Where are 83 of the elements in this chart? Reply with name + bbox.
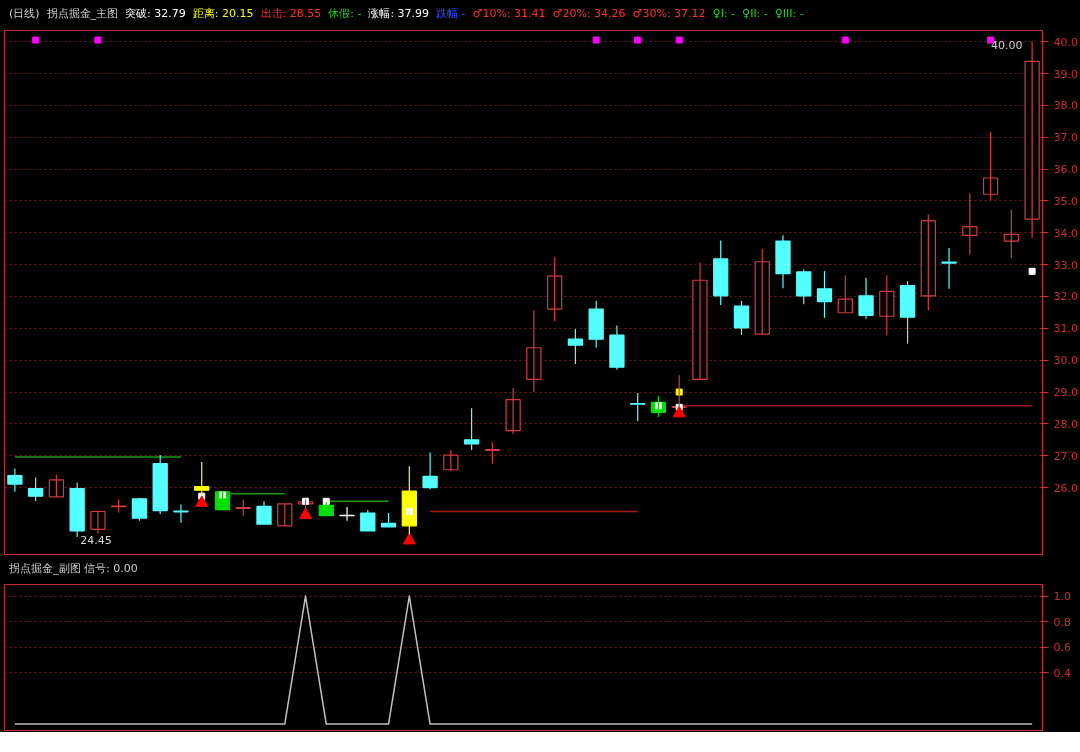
annotation: 24.45 [80, 533, 112, 547]
point [634, 36, 642, 44]
candlestick [526, 309, 542, 393]
text: 拐点掘金_主图 [46, 7, 119, 20]
chart-title: (日线) [9, 7, 40, 20]
point [299, 507, 313, 519]
y-tick-label: 28.0 [1053, 417, 1078, 431]
candlestick [837, 274, 853, 314]
text: ♂20%: 34.26 [552, 7, 626, 20]
candlestick [484, 441, 501, 465]
text: ♂30%: 37.12 [632, 7, 706, 20]
candlestick [27, 476, 44, 502]
y-tick-label: 34.0 [1053, 226, 1078, 240]
text: 休假: - [328, 7, 362, 20]
candlestick [920, 214, 936, 311]
point [675, 36, 683, 44]
candlestick [90, 509, 106, 535]
point [592, 36, 600, 44]
candlestick [816, 270, 833, 319]
candlestick [7, 468, 23, 493]
text: 跌幅 - [436, 7, 466, 20]
candlestick [899, 280, 916, 345]
candlestick [962, 192, 978, 256]
y-tick-label: 32.0 [1053, 290, 1078, 304]
point [94, 36, 102, 44]
y-tick-label: 0.4 [1053, 666, 1071, 680]
candlestick [277, 503, 293, 527]
candlestick [443, 449, 459, 472]
point [32, 36, 40, 44]
candlestick [713, 239, 729, 306]
candlestick [505, 387, 521, 435]
candlestick [879, 274, 895, 336]
point [402, 533, 416, 545]
y-tick-label: 38.0 [1053, 99, 1078, 113]
point [672, 405, 686, 418]
point [1028, 267, 1036, 275]
candlestick [1003, 208, 1020, 259]
candlestick [131, 497, 148, 522]
candlestick [692, 261, 708, 380]
text: ♀II: - [742, 7, 768, 20]
y-tick-label: 29.0 [1053, 386, 1078, 400]
chart-title: 拐点掘金_副图 信号: 0.00 [9, 562, 138, 575]
candlestick [754, 248, 770, 336]
y-tick-label: 35.0 [1053, 194, 1078, 208]
candlestick [360, 509, 376, 532]
candlestick [48, 474, 65, 498]
text: 涨幅: 37.99 [368, 7, 430, 20]
candlestick [588, 300, 604, 349]
text: 出击: 28.55 [260, 7, 322, 20]
text: 突破: 32.79 [125, 7, 186, 20]
text: 距离: 20.15 [192, 7, 254, 20]
candlestick [546, 256, 563, 322]
candlestick [796, 268, 812, 305]
y-tick-label: 39.0 [1053, 67, 1078, 81]
annotation: 40.00 [991, 38, 1023, 52]
y-tick-label: 0.8 [1053, 615, 1071, 629]
point [841, 36, 849, 44]
candlestick [941, 247, 957, 290]
y-tick-label: 40.0 [1053, 35, 1078, 49]
candlestick [775, 234, 791, 289]
candlestick [69, 481, 85, 538]
y-tick-label: 31.0 [1053, 322, 1078, 336]
text: ♀III: - [774, 7, 804, 20]
text: ♀I: - [712, 7, 736, 20]
candlestick [733, 300, 750, 336]
y-tick-label: 26.0 [1053, 481, 1078, 495]
candlestick [152, 454, 168, 515]
y-tick-label: 27.0 [1053, 449, 1078, 463]
point [195, 495, 209, 507]
candlestick [256, 500, 272, 525]
candlestick [858, 277, 874, 320]
y-tick-label: 33.0 [1053, 258, 1078, 272]
candlestick [463, 407, 480, 451]
y-tick-label: 0.6 [1053, 641, 1071, 655]
point [322, 497, 330, 505]
y-tick-label: 1.0 [1053, 590, 1071, 604]
candlestick [982, 131, 999, 201]
candlestick [630, 392, 646, 422]
y-tick-label: 37.0 [1053, 131, 1078, 145]
y-tick-label: 30.0 [1053, 354, 1078, 368]
y-tick-label: 36.0 [1053, 163, 1078, 177]
text: ♂10%: 31.41 [472, 7, 546, 20]
candlestick [609, 324, 625, 371]
